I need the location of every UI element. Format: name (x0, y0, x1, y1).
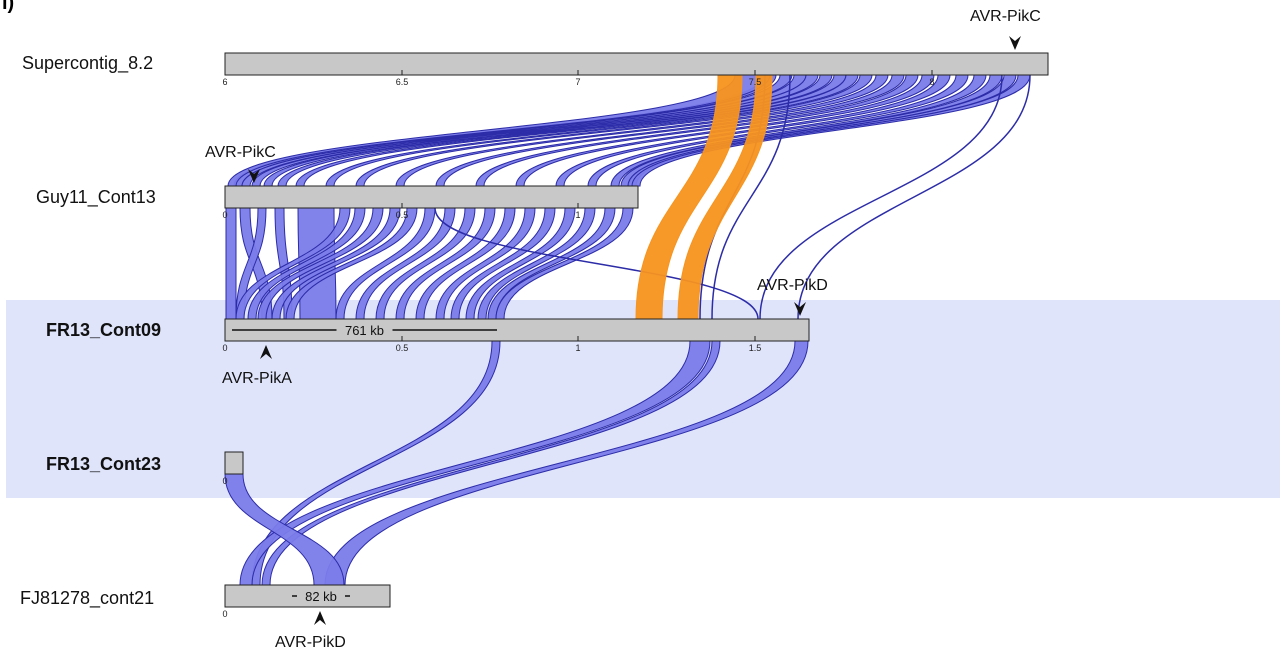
marker-label-supercontig-pikc: AVR-PikC (970, 8, 1041, 25)
tick-label: 7 (575, 77, 580, 87)
ribbon-guy11-fr09 (225, 207, 237, 320)
tick-label: 0 (222, 476, 227, 486)
marker-arrow-fj81278-pikd (314, 611, 326, 625)
tick-label: 6.5 (396, 77, 409, 87)
tick-label: 7.5 (749, 77, 762, 87)
ribbon-fr09-fj (324, 340, 809, 586)
tick-label: 0 (222, 343, 227, 353)
contig-bar-sc (224, 52, 1049, 76)
tick-label: 1 (575, 210, 580, 220)
tick-label: 0 (222, 210, 227, 220)
marker-arrow-supercontig-pikc (1009, 36, 1021, 50)
marker-arrow-fr13-pika (260, 345, 272, 359)
ribbon-sc-guy11 (631, 74, 1031, 187)
contig-bar-f23 (224, 451, 244, 475)
contig-label-fr13-cont09: FR13_Cont09 (46, 320, 162, 340)
panel-letter: i) (2, 0, 15, 14)
marker-label-fr13-pikd: AVR-PikD (757, 277, 828, 294)
marker-arrow-guy11-pikc (248, 169, 260, 183)
scale-bar-fj81278-bg (297, 588, 345, 604)
contig-label-guy11: Guy11_Cont13 (36, 187, 156, 207)
contig-bar-g11 (224, 185, 639, 209)
contig-label-supercontig: Supercontig_8.2 (22, 53, 154, 73)
contig-layer: 6 6.5 7 7.5 8 0 0.5 1 0 0.5 1 1.5 0 0 761 kb 82 kb (222, 36, 1049, 625)
contig-label-fr13-cont23: FR13_Cont23 (46, 454, 162, 474)
link-sc-fr09 (711, 74, 791, 320)
tick-label: 0.5 (396, 210, 409, 220)
marker-arrow-fr13-pikd (794, 302, 806, 316)
scale-bar-fj81278-label: 82 kb (305, 589, 337, 604)
marker-label-guy11-pikc: AVR-PikC (205, 144, 276, 161)
marker-label-fj81278-pikd: AVR-PikD (275, 634, 346, 651)
contig-label-fj81278: FJ81278_cont21 (20, 588, 155, 608)
scale-bar-fr13-bg (336, 322, 393, 338)
tick-label: 1 (575, 343, 580, 353)
scale-bar-fr13-label: 761 kb (345, 323, 384, 338)
tick-label: 8 (929, 77, 934, 87)
tick-label: 0 (222, 609, 227, 619)
marker-label-fr13-pika: AVR-PikA (222, 370, 292, 387)
link-sc-fr09 (759, 74, 1003, 320)
link-sc-fr09 (797, 74, 1031, 320)
tick-label: 0.5 (396, 343, 409, 353)
tick-label: 6 (222, 77, 227, 87)
tick-label: 1.5 (749, 343, 762, 353)
link-guy11-fr09 (434, 207, 759, 320)
